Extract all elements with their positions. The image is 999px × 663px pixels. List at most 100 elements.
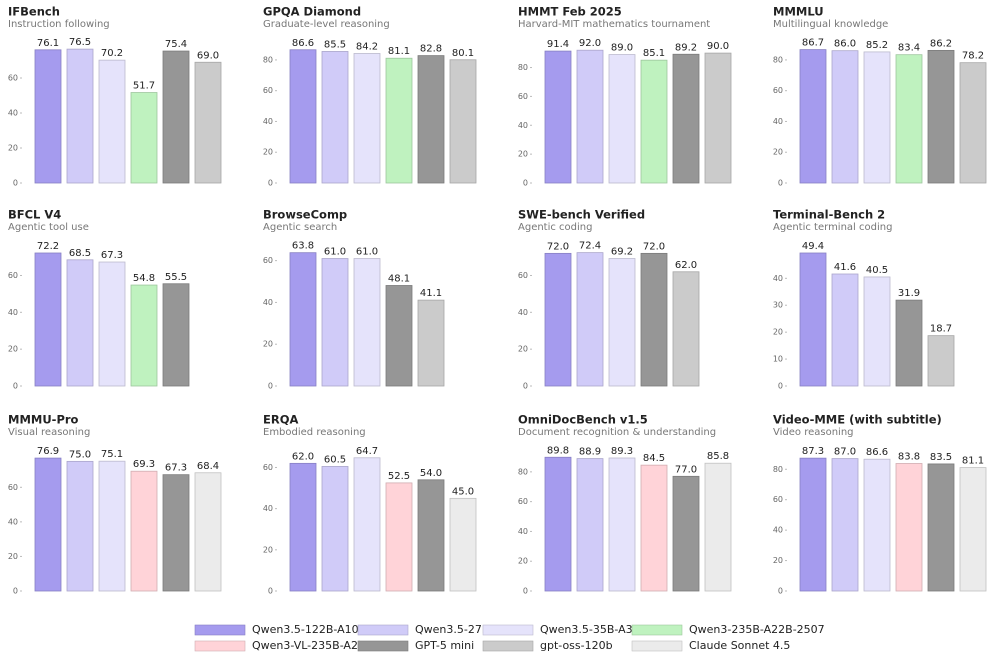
bar [863, 51, 891, 184]
y-tick-label: 20 [263, 340, 273, 349]
bar [863, 276, 891, 387]
bar [640, 464, 668, 592]
bar [799, 252, 827, 387]
value-label: 48.1 [388, 273, 410, 284]
bar [289, 49, 317, 184]
panel-subtitle: Agentic terminal coding [773, 222, 892, 233]
bar [831, 50, 859, 184]
value-label: 84.2 [356, 41, 378, 52]
legend-label: gpt-oss-120b [540, 639, 613, 652]
y-tick-label: 60 [773, 86, 783, 95]
bar [34, 49, 62, 184]
value-label: 69.2 [611, 247, 633, 258]
panel-title: MMMLU [773, 5, 824, 19]
bar [321, 258, 349, 387]
panel-title: GPQA Diamond [263, 5, 361, 19]
value-label: 72.4 [579, 241, 601, 252]
value-label: 68.4 [197, 461, 219, 472]
y-tick-label: 80 [518, 63, 528, 72]
value-label: 45.0 [452, 486, 474, 497]
value-label: 49.4 [802, 241, 824, 252]
y-tick-label: 20 [8, 552, 18, 561]
y-tick-label: 20 [773, 148, 783, 157]
value-label: 81.1 [388, 46, 410, 57]
value-label: 76.9 [37, 446, 59, 457]
value-label: 64.7 [356, 446, 378, 457]
value-label: 63.8 [292, 241, 314, 252]
y-tick-label: 40 [773, 117, 783, 126]
value-label: 77.0 [675, 464, 697, 475]
bar [321, 466, 349, 592]
bar [449, 59, 477, 184]
value-label: 55.5 [165, 272, 187, 283]
y-tick-label: 60 [773, 495, 783, 504]
value-label: 90.0 [707, 41, 729, 52]
value-label: 89.8 [547, 445, 569, 456]
bar [34, 457, 62, 592]
bar [449, 497, 477, 592]
value-label: 41.6 [834, 262, 856, 273]
panel-subtitle: Agentic search [263, 222, 337, 233]
value-label: 31.9 [898, 288, 920, 299]
panel-subtitle: Instruction following [8, 19, 110, 30]
value-label: 68.5 [69, 248, 91, 259]
y-tick-label: 0 [13, 587, 18, 596]
value-label: 87.0 [834, 447, 856, 458]
panel-subtitle: Agentic coding [518, 222, 592, 233]
legend-label: Claude Sonnet 4.5 [689, 639, 790, 652]
value-label: 89.3 [611, 446, 633, 457]
y-tick-label: 60 [518, 497, 528, 506]
y-tick-label: 60 [8, 483, 18, 492]
y-tick-label: 0 [268, 382, 273, 391]
value-label: 80.1 [452, 48, 474, 59]
bar [640, 252, 668, 387]
panel-title: Video-MME (with subtitle) [773, 413, 942, 427]
y-tick-label: 80 [263, 55, 273, 64]
bar [576, 252, 604, 387]
bar [289, 462, 317, 592]
y-tick-label: 40 [518, 121, 528, 130]
bar [704, 52, 732, 184]
bar [799, 457, 827, 592]
value-label: 85.5 [324, 39, 346, 50]
value-label: 75.4 [165, 39, 187, 50]
bar [576, 458, 604, 592]
value-label: 85.2 [866, 40, 888, 51]
y-tick-label: 0 [13, 382, 18, 391]
bar [353, 457, 381, 592]
value-label: 85.8 [707, 451, 729, 462]
bar [385, 57, 413, 184]
y-tick-label: 0 [778, 587, 783, 596]
bar [385, 285, 413, 387]
y-tick-label: 0 [523, 179, 528, 188]
value-label: 83.8 [898, 451, 920, 462]
value-label: 86.0 [834, 39, 856, 50]
value-label: 92.0 [579, 38, 601, 49]
y-tick-label: 20 [8, 345, 18, 354]
value-label: 41.1 [420, 288, 442, 299]
value-label: 72.0 [643, 241, 665, 252]
bar [672, 53, 700, 184]
bar [162, 474, 190, 592]
y-tick-label: 20 [518, 345, 528, 354]
bar [162, 283, 190, 387]
y-tick-label: 10 [773, 355, 783, 364]
value-label: 62.0 [292, 451, 314, 462]
bar [895, 463, 923, 592]
bar [544, 456, 572, 592]
bar [608, 457, 636, 592]
y-tick-label: 30 [773, 301, 783, 310]
y-tick-label: 20 [518, 557, 528, 566]
y-tick-label: 20 [263, 545, 273, 554]
bar [672, 271, 700, 387]
y-tick-label: 0 [778, 382, 783, 391]
value-label: 83.4 [898, 43, 920, 54]
bar [417, 479, 445, 592]
bar [66, 259, 94, 387]
y-tick-label: 40 [518, 308, 528, 317]
panel-subtitle: Visual reasoning [8, 427, 90, 438]
y-tick-label: 20 [773, 556, 783, 565]
bar [927, 49, 955, 184]
panel-subtitle: Agentic tool use [8, 222, 89, 233]
y-tick-label: 40 [773, 274, 783, 283]
